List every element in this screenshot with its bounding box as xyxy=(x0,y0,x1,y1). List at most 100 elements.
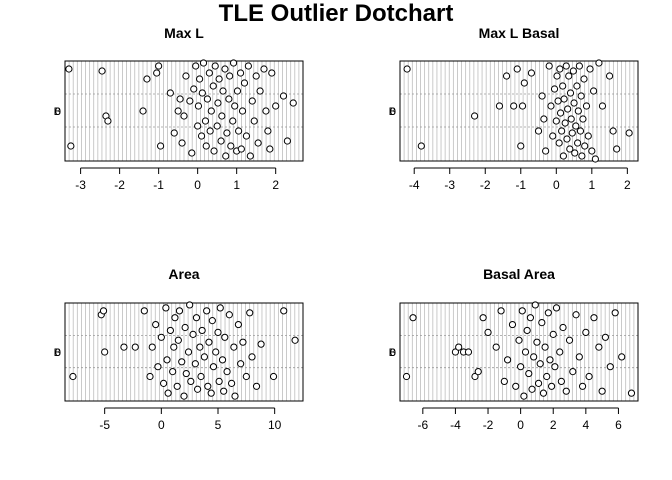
data-point xyxy=(209,363,218,371)
data-point xyxy=(206,127,214,135)
data-point xyxy=(163,356,171,364)
data-point xyxy=(471,372,479,381)
data-point xyxy=(552,304,561,312)
data-point xyxy=(120,343,128,351)
data-point xyxy=(162,304,170,312)
data-point xyxy=(246,152,254,160)
data-point xyxy=(580,75,588,83)
data-point xyxy=(520,79,528,87)
x-tick-label: -2 xyxy=(114,178,125,192)
data-point xyxy=(257,340,265,348)
data-point xyxy=(166,89,174,97)
data-point xyxy=(563,135,571,143)
data-point xyxy=(279,92,288,100)
x-tick-label: -1 xyxy=(515,178,526,192)
data-point xyxy=(497,307,505,315)
data-point xyxy=(561,119,569,127)
y-tick-label: 0 xyxy=(390,347,396,359)
data-point xyxy=(556,65,564,73)
data-point xyxy=(208,317,216,325)
x-tick-label: 0 xyxy=(158,418,165,432)
x-tick-label: 0 xyxy=(517,418,524,432)
data-point xyxy=(166,326,174,335)
data-point xyxy=(214,99,222,107)
x-tick-label: 5 xyxy=(215,418,222,432)
data-point xyxy=(569,368,577,376)
data-point xyxy=(573,82,581,90)
data-point xyxy=(67,142,75,150)
y-tick-label: B xyxy=(389,347,396,359)
data-point xyxy=(218,356,227,364)
data-point xyxy=(198,326,206,335)
data-point xyxy=(191,360,199,368)
data-point xyxy=(98,67,106,75)
data-point xyxy=(515,336,523,344)
data-point xyxy=(539,389,548,397)
data-point xyxy=(578,382,587,390)
data-point xyxy=(189,330,197,338)
x-tick-label: -2 xyxy=(480,178,491,192)
data-point xyxy=(550,85,559,93)
data-point xyxy=(495,102,504,110)
data-point xyxy=(194,122,202,130)
data-point xyxy=(613,145,621,153)
data-point xyxy=(589,87,598,95)
data-point xyxy=(221,333,229,341)
data-point xyxy=(625,129,633,137)
data-point xyxy=(554,97,562,105)
data-point xyxy=(540,115,548,123)
data-point xyxy=(104,117,112,125)
data-point xyxy=(291,336,299,344)
x-tick-label: -6 xyxy=(417,418,428,432)
y-tick-label: B xyxy=(389,106,396,118)
data-point xyxy=(236,69,245,77)
data-point xyxy=(190,85,198,93)
data-point xyxy=(209,82,217,90)
data-point xyxy=(565,336,574,344)
data-point xyxy=(198,89,206,97)
data-point xyxy=(567,115,575,123)
data-point xyxy=(235,127,243,135)
data-point xyxy=(217,137,225,145)
data-point xyxy=(598,387,606,395)
data-point xyxy=(508,320,517,329)
data-point xyxy=(180,392,188,400)
data-point xyxy=(582,102,591,110)
data-point xyxy=(484,328,492,336)
data-point xyxy=(242,372,250,381)
x-tick-label: -1 xyxy=(153,178,164,192)
data-point xyxy=(143,75,151,83)
data-point xyxy=(203,95,212,103)
data-point xyxy=(562,62,570,70)
data-point xyxy=(175,307,184,315)
data-point xyxy=(174,336,182,344)
data-point xyxy=(214,328,222,336)
data-point xyxy=(553,72,561,80)
data-point xyxy=(521,348,530,356)
x-tick-label: -2 xyxy=(483,418,494,432)
data-point xyxy=(240,79,249,87)
data-point xyxy=(223,368,231,376)
data-point xyxy=(569,67,577,75)
data-point xyxy=(555,139,563,147)
data-point xyxy=(474,368,482,376)
data-point xyxy=(176,95,184,103)
data-point xyxy=(219,87,227,95)
data-point xyxy=(170,129,178,137)
data-point xyxy=(207,389,215,397)
data-point xyxy=(280,307,288,315)
data-point xyxy=(153,69,161,77)
data-point xyxy=(527,69,536,77)
data-point xyxy=(479,314,487,322)
data-point xyxy=(523,326,531,335)
data-point xyxy=(231,102,239,110)
data-point xyxy=(164,389,172,397)
data-point xyxy=(544,309,552,317)
data-point xyxy=(571,149,579,157)
data-point xyxy=(248,353,256,361)
data-point xyxy=(169,368,177,376)
data-point xyxy=(200,353,208,361)
data-point xyxy=(627,389,636,397)
data-point xyxy=(174,107,182,115)
